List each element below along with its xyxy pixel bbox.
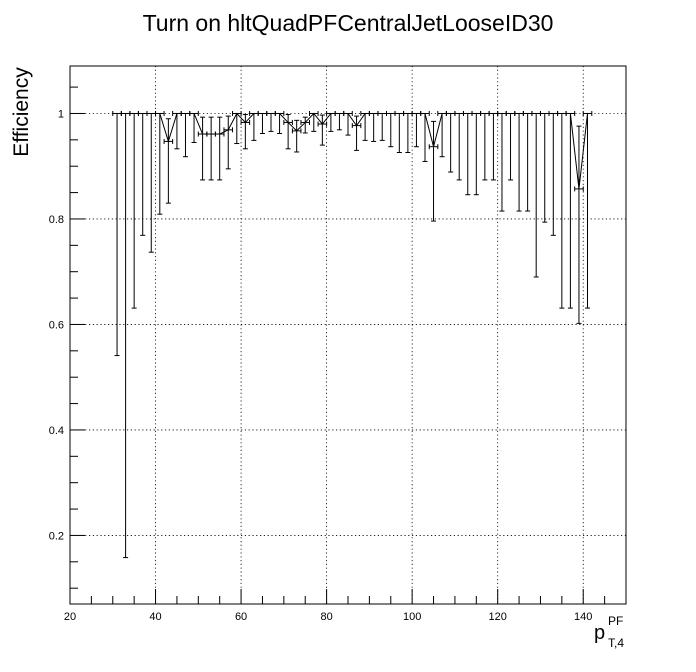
x-axis-label-base: p — [594, 622, 606, 644]
y-tick-label: 0.2 — [49, 530, 64, 542]
x-tick-label: 140 — [574, 611, 592, 623]
y-tick-label: 1 — [58, 108, 64, 120]
plot-frame — [69, 65, 627, 605]
chart-title: Turn on hltQuadPFCentralJetLooseID30 — [142, 10, 554, 36]
x-tick-label: 60 — [235, 611, 247, 623]
x-tick-label: 100 — [403, 611, 421, 623]
x-tick-label: 40 — [149, 611, 161, 623]
x-axis-label: p PF T,4 — [594, 614, 654, 650]
y-tick-label: 0.4 — [49, 425, 64, 437]
x-tick-label: 80 — [320, 611, 332, 623]
x-axis-label-superscript: PF — [608, 614, 624, 628]
y-tick-label: 0.8 — [49, 214, 64, 226]
y-tick-label: 0.6 — [49, 319, 64, 331]
x-tick-label: 120 — [489, 611, 507, 623]
x-axis-label-subscript: T,4 — [608, 636, 625, 650]
x-tick-label: 20 — [64, 611, 76, 623]
